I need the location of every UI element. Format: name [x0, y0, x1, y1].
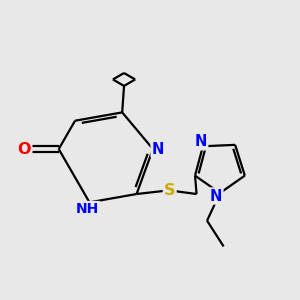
Text: S: S [164, 183, 176, 198]
Text: NH: NH [76, 202, 99, 216]
Text: N: N [195, 134, 207, 149]
Text: N: N [210, 188, 222, 203]
Text: O: O [18, 142, 31, 157]
Text: N: N [152, 142, 164, 157]
